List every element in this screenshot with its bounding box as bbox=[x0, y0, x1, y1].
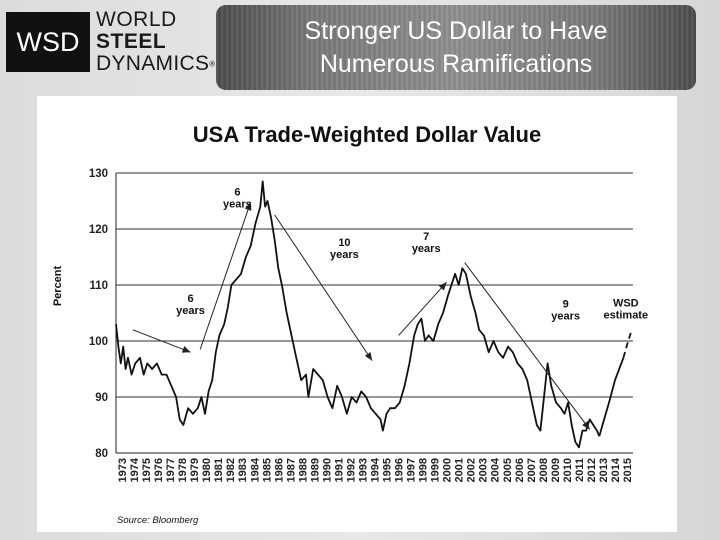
registered-mark: ® bbox=[209, 59, 216, 69]
annotation-3-line-1: 10 bbox=[338, 237, 350, 249]
y-axis-label: Percent bbox=[52, 265, 64, 306]
x-tick-label-2000: 2000 bbox=[442, 458, 454, 482]
x-tick-label-2014: 2014 bbox=[610, 457, 622, 482]
x-tick-label-1982: 1982 bbox=[225, 458, 237, 482]
trend-arrow-1 bbox=[132, 329, 191, 353]
x-tick-label-1999: 1999 bbox=[430, 458, 442, 482]
x-tick-labels: 1973 1974 1975 1976 1977 1978 1979 1980 1981 1982… bbox=[117, 457, 634, 482]
x-tick-label-1973: 1973 bbox=[117, 458, 129, 482]
annotations: 6years6years10years7years9yearsWSDestima… bbox=[176, 186, 648, 322]
annotation-6-line-1: WSD bbox=[613, 297, 639, 309]
annotation-2-line-2: years bbox=[223, 198, 252, 210]
trend-arrow-head-2 bbox=[244, 202, 252, 211]
x-tick-label-2006: 2006 bbox=[514, 458, 526, 482]
y-tick-labels: 80 90 100 110 120 130 bbox=[89, 168, 108, 460]
trend-arrow-4 bbox=[398, 281, 448, 336]
dollar-index-line-1 bbox=[115, 180, 601, 449]
annotation-2-line-1: 6 bbox=[234, 186, 240, 198]
x-tick-label-2002: 2002 bbox=[466, 458, 478, 482]
x-tick-label-1986: 1986 bbox=[273, 458, 285, 482]
dollar-index-line-3 bbox=[622, 329, 633, 359]
y-tick-label-80: 80 bbox=[95, 448, 108, 460]
chart-panel: USA Trade-Weighted Dollar Value Percent … bbox=[37, 96, 677, 532]
slide-title-line-1: Stronger US Dollar to Have bbox=[304, 16, 608, 45]
x-tick-label-2008: 2008 bbox=[538, 458, 550, 482]
y-tick-label-90: 90 bbox=[95, 392, 108, 404]
dollar-index-line-2 bbox=[598, 357, 625, 437]
x-tick-label-2012: 2012 bbox=[586, 458, 598, 482]
annotation-6-line-2: estimate bbox=[603, 309, 648, 321]
x-tick-label-1995: 1995 bbox=[382, 458, 394, 482]
annotation-4-line-1: 7 bbox=[423, 231, 429, 243]
trend-arrow-3 bbox=[274, 214, 373, 361]
x-tick-label-1977: 1977 bbox=[165, 458, 177, 482]
trend-arrow-5 bbox=[464, 262, 591, 430]
logo-mark-text: WSD bbox=[16, 26, 80, 57]
trend-arrow-head-1 bbox=[181, 346, 191, 353]
wsd-logo-mark: WSD bbox=[6, 12, 90, 72]
trend-arrows bbox=[132, 201, 591, 430]
x-tick-label-2001: 2001 bbox=[454, 458, 466, 482]
x-tick-label-1979: 1979 bbox=[189, 458, 201, 482]
x-tick-label-1976: 1976 bbox=[153, 458, 165, 482]
x-tick-label-2004: 2004 bbox=[490, 457, 502, 482]
x-tick-label-1981: 1981 bbox=[213, 458, 225, 482]
x-tick-label-1978: 1978 bbox=[177, 458, 189, 482]
y-tick-label-110: 110 bbox=[89, 280, 108, 292]
x-tick-label-1994: 1994 bbox=[370, 457, 382, 482]
annotation-1-line-2: years bbox=[176, 305, 205, 317]
annotation-1-line-1: 6 bbox=[187, 293, 193, 305]
trend-arrow-head-3 bbox=[364, 352, 373, 361]
x-tick-label-1980: 1980 bbox=[201, 458, 213, 482]
x-tick-label-1988: 1988 bbox=[297, 458, 309, 482]
logo-word-world: WORLD bbox=[96, 8, 177, 31]
x-tick-label-1990: 1990 bbox=[321, 458, 333, 482]
x-tick-label-2011: 2011 bbox=[574, 458, 586, 482]
x-tick-label-1996: 1996 bbox=[394, 458, 406, 482]
x-tick-label-1989: 1989 bbox=[309, 458, 321, 482]
logo-word-dynamics: DYNAMICS® bbox=[96, 53, 215, 75]
x-tick-label-1987: 1987 bbox=[285, 458, 297, 482]
logo-word-dynamics-text: DYNAMICS bbox=[96, 52, 210, 75]
x-tick-label-2003: 2003 bbox=[478, 458, 490, 482]
trend-arrow-head-5 bbox=[582, 420, 590, 430]
x-tick-label-2007: 2007 bbox=[526, 458, 538, 482]
slide-title-banner: Stronger US Dollar to Have Numerous Rami… bbox=[216, 5, 696, 90]
slide-title-line-2: Numerous Ramifications bbox=[319, 49, 593, 78]
logo-word-steel: STEEL bbox=[96, 30, 167, 53]
chart-title: USA Trade-Weighted Dollar Value bbox=[193, 122, 541, 147]
x-tick-label-2009: 2009 bbox=[550, 458, 562, 482]
x-tick-label-2013: 2013 bbox=[598, 458, 610, 482]
x-tick-label-2015: 2015 bbox=[622, 458, 634, 482]
y-tick-label-100: 100 bbox=[89, 336, 108, 348]
trend-arrow-2 bbox=[199, 201, 252, 350]
x-tick-label-1992: 1992 bbox=[345, 458, 357, 482]
annotation-5-line-2: years bbox=[551, 310, 580, 322]
x-tick-label-1984: 1984 bbox=[249, 457, 261, 482]
annotation-4-line-2: years bbox=[412, 243, 441, 255]
chart-source-note: Source: Bloomberg bbox=[117, 515, 199, 526]
x-tick-label-1991: 1991 bbox=[333, 458, 345, 482]
annotation-5-line-1: 9 bbox=[563, 298, 569, 310]
annotation-3-line-2: years bbox=[330, 249, 359, 261]
company-wordmark: WORLD STEEL DYNAMICS® bbox=[96, 9, 215, 75]
x-tick-label-1983: 1983 bbox=[237, 458, 249, 482]
x-tick-label-1974: 1974 bbox=[129, 457, 141, 482]
y-tick-label-130: 130 bbox=[89, 168, 108, 180]
x-tick-label-2010: 2010 bbox=[562, 458, 574, 482]
x-tick-label-1975: 1975 bbox=[141, 458, 153, 482]
y-tick-label-120: 120 bbox=[89, 224, 108, 236]
x-tick-label-2005: 2005 bbox=[502, 458, 514, 482]
x-tick-label-1998: 1998 bbox=[418, 458, 430, 482]
trend-arrow-head-4 bbox=[438, 282, 447, 291]
x-tick-label-1993: 1993 bbox=[357, 458, 369, 482]
dollar-value-chart: USA Trade-Weighted Dollar Value Percent … bbox=[52, 122, 648, 526]
x-tick-label-1985: 1985 bbox=[261, 458, 273, 482]
x-tick-label-1997: 1997 bbox=[406, 458, 418, 482]
data-lines bbox=[115, 180, 633, 449]
